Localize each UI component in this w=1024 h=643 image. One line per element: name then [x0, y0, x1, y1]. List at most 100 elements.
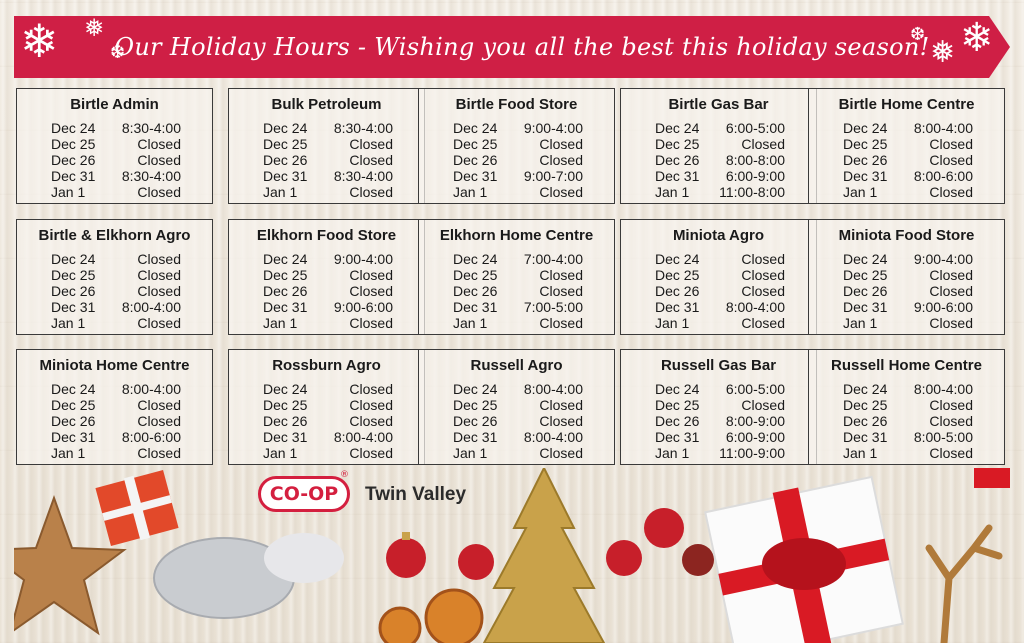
hours-time: 6:00-9:00 — [725, 429, 785, 445]
hours-time: 11:00-9:00 — [719, 445, 785, 461]
hours-time: Closed — [929, 152, 973, 168]
holiday-banner: Our Holiday Hours - Wishing you all the … — [14, 16, 1010, 78]
hours-date: Dec 31 — [51, 168, 96, 184]
hours-row: Dec 24 8:00-4:00 — [809, 381, 1004, 397]
hours-row: Dec 24 9:00-4:00 — [419, 120, 614, 136]
hours-row: Dec 26 Closed — [809, 283, 1004, 299]
hours-time: Closed — [349, 283, 393, 299]
hours-date: Dec 31 — [655, 168, 700, 184]
store-name: Russell Home Centre — [831, 357, 982, 374]
hours-date: Jan 1 — [51, 445, 86, 461]
gold-tree-icon — [482, 468, 606, 643]
coop-logo-text: CO-OP — [269, 483, 339, 505]
hours-date: Dec 25 — [453, 397, 498, 413]
hours-row: Dec 31 8:00-4:00 — [419, 429, 614, 445]
hours-list: Dec 24 7:00-4:00 Dec 25 Closed Dec 26 Closed D… — [419, 251, 614, 331]
hours-date: Dec 26 — [843, 413, 888, 429]
hours-time: Closed — [539, 445, 583, 461]
hours-time: 9:00-4:00 — [333, 251, 393, 267]
hours-row: Dec 31 8:00-6:00 — [809, 168, 1004, 184]
store-name: Miniota Food Store — [838, 227, 975, 244]
hours-list: Dec 24 8:30-4:00 Dec 25 Closed Dec 26 Closed D… — [17, 120, 212, 200]
hours-row: Dec 24 6:00-5:00 — [621, 381, 816, 397]
hours-row: Dec 26 Closed — [229, 152, 424, 168]
store-name: Birtle Admin — [70, 96, 159, 113]
snowflake-icon: ❅ — [84, 14, 105, 42]
hours-row: Dec 24 9:00-4:00 — [229, 251, 424, 267]
store-name: Birtle Gas Bar — [668, 96, 769, 113]
hours-date: Dec 24 — [655, 120, 700, 136]
hours-time: Closed — [539, 136, 583, 152]
hours-date: Dec 25 — [655, 397, 700, 413]
hours-time: Closed — [137, 397, 181, 413]
hours-row: Dec 26 Closed — [229, 413, 424, 429]
hours-date: Dec 25 — [51, 267, 96, 283]
hours-time: Closed — [137, 267, 181, 283]
hours-row: Dec 25 Closed — [229, 397, 424, 413]
red-ornament-icon — [606, 540, 642, 576]
store-card: Birtle Gas Bar Dec 24 6:00-5:00 Dec 25 Close… — [620, 88, 817, 204]
store-name: Birtle Food Store — [455, 96, 578, 113]
hours-time: Closed — [741, 283, 785, 299]
hours-list: Dec 24 8:00-4:00 Dec 25 Closed Dec 26 Closed D… — [419, 381, 614, 461]
hours-date: Dec 31 — [263, 299, 308, 315]
banner-title: Our Holiday Hours - Wishing you all the … — [114, 33, 930, 61]
hours-time: Closed — [137, 315, 181, 331]
hours-date: Dec 31 — [263, 429, 308, 445]
hours-date: Jan 1 — [453, 184, 488, 200]
store-name: Russell Agro — [470, 357, 563, 374]
hours-date: Dec 24 — [453, 251, 498, 267]
hours-time: Closed — [929, 184, 973, 200]
hours-date: Dec 25 — [843, 397, 888, 413]
hours-date: Jan 1 — [843, 184, 878, 200]
hours-row: Jan 1 11:00-9:00 — [621, 445, 816, 461]
store-card: Russell Agro Dec 24 8:00-4:00 Dec 25 Closed D… — [418, 349, 615, 465]
hours-date: Jan 1 — [263, 184, 298, 200]
hours-date: Dec 24 — [843, 251, 888, 267]
hours-date: Dec 26 — [263, 152, 308, 168]
hours-list: Dec 24 8:00-4:00 Dec 25 Closed Dec 26 Closed D… — [809, 381, 1004, 461]
coop-logo: CO-OP — [258, 476, 350, 512]
hours-row: Dec 25 Closed — [621, 267, 816, 283]
hours-list: Dec 24 8:00-4:00 Dec 25 Closed Dec 26 Closed D… — [17, 381, 212, 461]
hours-date: Jan 1 — [51, 184, 86, 200]
hours-date: Jan 1 — [843, 445, 878, 461]
hours-row: Jan 1 Closed — [809, 184, 1004, 200]
hours-row: Dec 31 8:30-4:00 — [229, 168, 424, 184]
hours-row: Dec 24 8:30-4:00 — [17, 120, 212, 136]
hours-date: Dec 24 — [263, 251, 308, 267]
hours-row: Jan 1 Closed — [229, 445, 424, 461]
hours-row: Dec 26 Closed — [17, 413, 212, 429]
hours-row: Jan 1 Closed — [17, 315, 212, 331]
hours-row: Dec 26 8:00-8:00 — [621, 152, 816, 168]
hours-row: Dec 25 Closed — [809, 267, 1004, 283]
hours-date: Dec 26 — [453, 152, 498, 168]
hours-time: Closed — [137, 184, 181, 200]
hours-time: Closed — [137, 251, 181, 267]
hours-time: Closed — [929, 283, 973, 299]
hours-row: Jan 1 Closed — [17, 184, 212, 200]
hours-time: 8:00-6:00 — [121, 429, 181, 445]
hours-list: Dec 24 8:30-4:00 Dec 25 Closed Dec 26 Closed D… — [229, 120, 424, 200]
hours-date: Dec 25 — [843, 267, 888, 283]
hours-time: Closed — [137, 445, 181, 461]
hours-time: 8:00-6:00 — [913, 168, 973, 184]
hours-date: Dec 25 — [655, 267, 700, 283]
hours-row: Dec 25 Closed — [229, 136, 424, 152]
hours-date: Dec 24 — [51, 381, 96, 397]
wooden-star-icon — [14, 495, 127, 636]
hours-time: Closed — [929, 397, 973, 413]
hours-row: Jan 1 Closed — [419, 184, 614, 200]
hours-date: Dec 25 — [655, 136, 700, 152]
hours-date: Dec 31 — [453, 429, 498, 445]
hours-row: Dec 24 Closed — [229, 381, 424, 397]
hours-time: 8:00-5:00 — [913, 429, 973, 445]
hours-time: 9:00-6:00 — [333, 299, 393, 315]
hours-row: Dec 24 9:00-4:00 — [809, 251, 1004, 267]
hours-row: Dec 31 8:00-4:00 — [17, 299, 212, 315]
hours-row: Dec 31 8:00-4:00 — [621, 299, 816, 315]
hours-row: Dec 31 9:00-6:00 — [809, 299, 1004, 315]
hours-row: Dec 24 Closed — [621, 251, 816, 267]
store-card: Russell Gas Bar Dec 24 6:00-5:00 Dec 25 Clos… — [620, 349, 817, 465]
snowflake-icon: ❆ — [110, 42, 126, 63]
